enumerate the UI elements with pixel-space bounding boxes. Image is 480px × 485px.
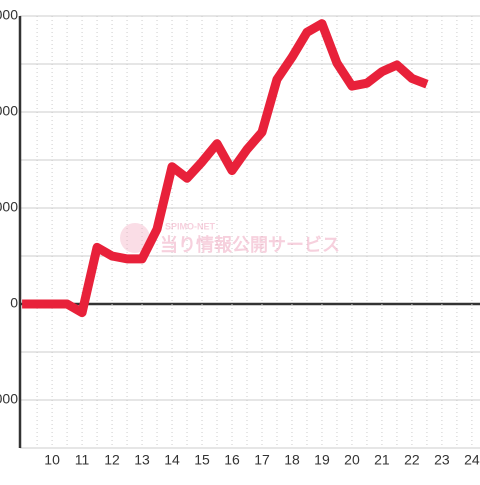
y-tick-label: 1,000	[0, 199, 18, 215]
watermark-small: SPIMO-NET	[165, 221, 216, 231]
x-tick-label: 24	[464, 452, 480, 468]
data-line	[22, 19, 429, 318]
y-tick-label: 3,000	[0, 7, 18, 23]
x-tick-label: 11	[75, 452, 90, 468]
y-tick-label: 0	[10, 295, 18, 311]
watermark-logo	[120, 223, 150, 253]
x-tick-label: 21	[374, 452, 390, 468]
x-tick-label: 19	[314, 452, 330, 468]
x-tick-label: 23	[434, 452, 450, 468]
x-tick-label: 17	[254, 452, 270, 468]
y-tick-label: 2,000	[0, 103, 18, 119]
watermark: SPIMO-NET 当り情報公開サービス	[120, 221, 340, 255]
y-tick-label: -1,000	[0, 391, 18, 407]
x-tick-label: 10	[44, 452, 60, 468]
watermark-large: 当り情報公開サービス	[160, 234, 340, 255]
x-tick-label: 15	[194, 452, 210, 468]
x-tick-label: 18	[284, 452, 300, 468]
x-tick-label: 22	[404, 452, 420, 468]
x-tick-label: 13	[134, 452, 150, 468]
x-tick-label: 14	[164, 452, 180, 468]
x-tick-label: 16	[224, 452, 240, 468]
x-tick-label: 20	[344, 452, 360, 468]
x-tick-label: 12	[104, 452, 120, 468]
